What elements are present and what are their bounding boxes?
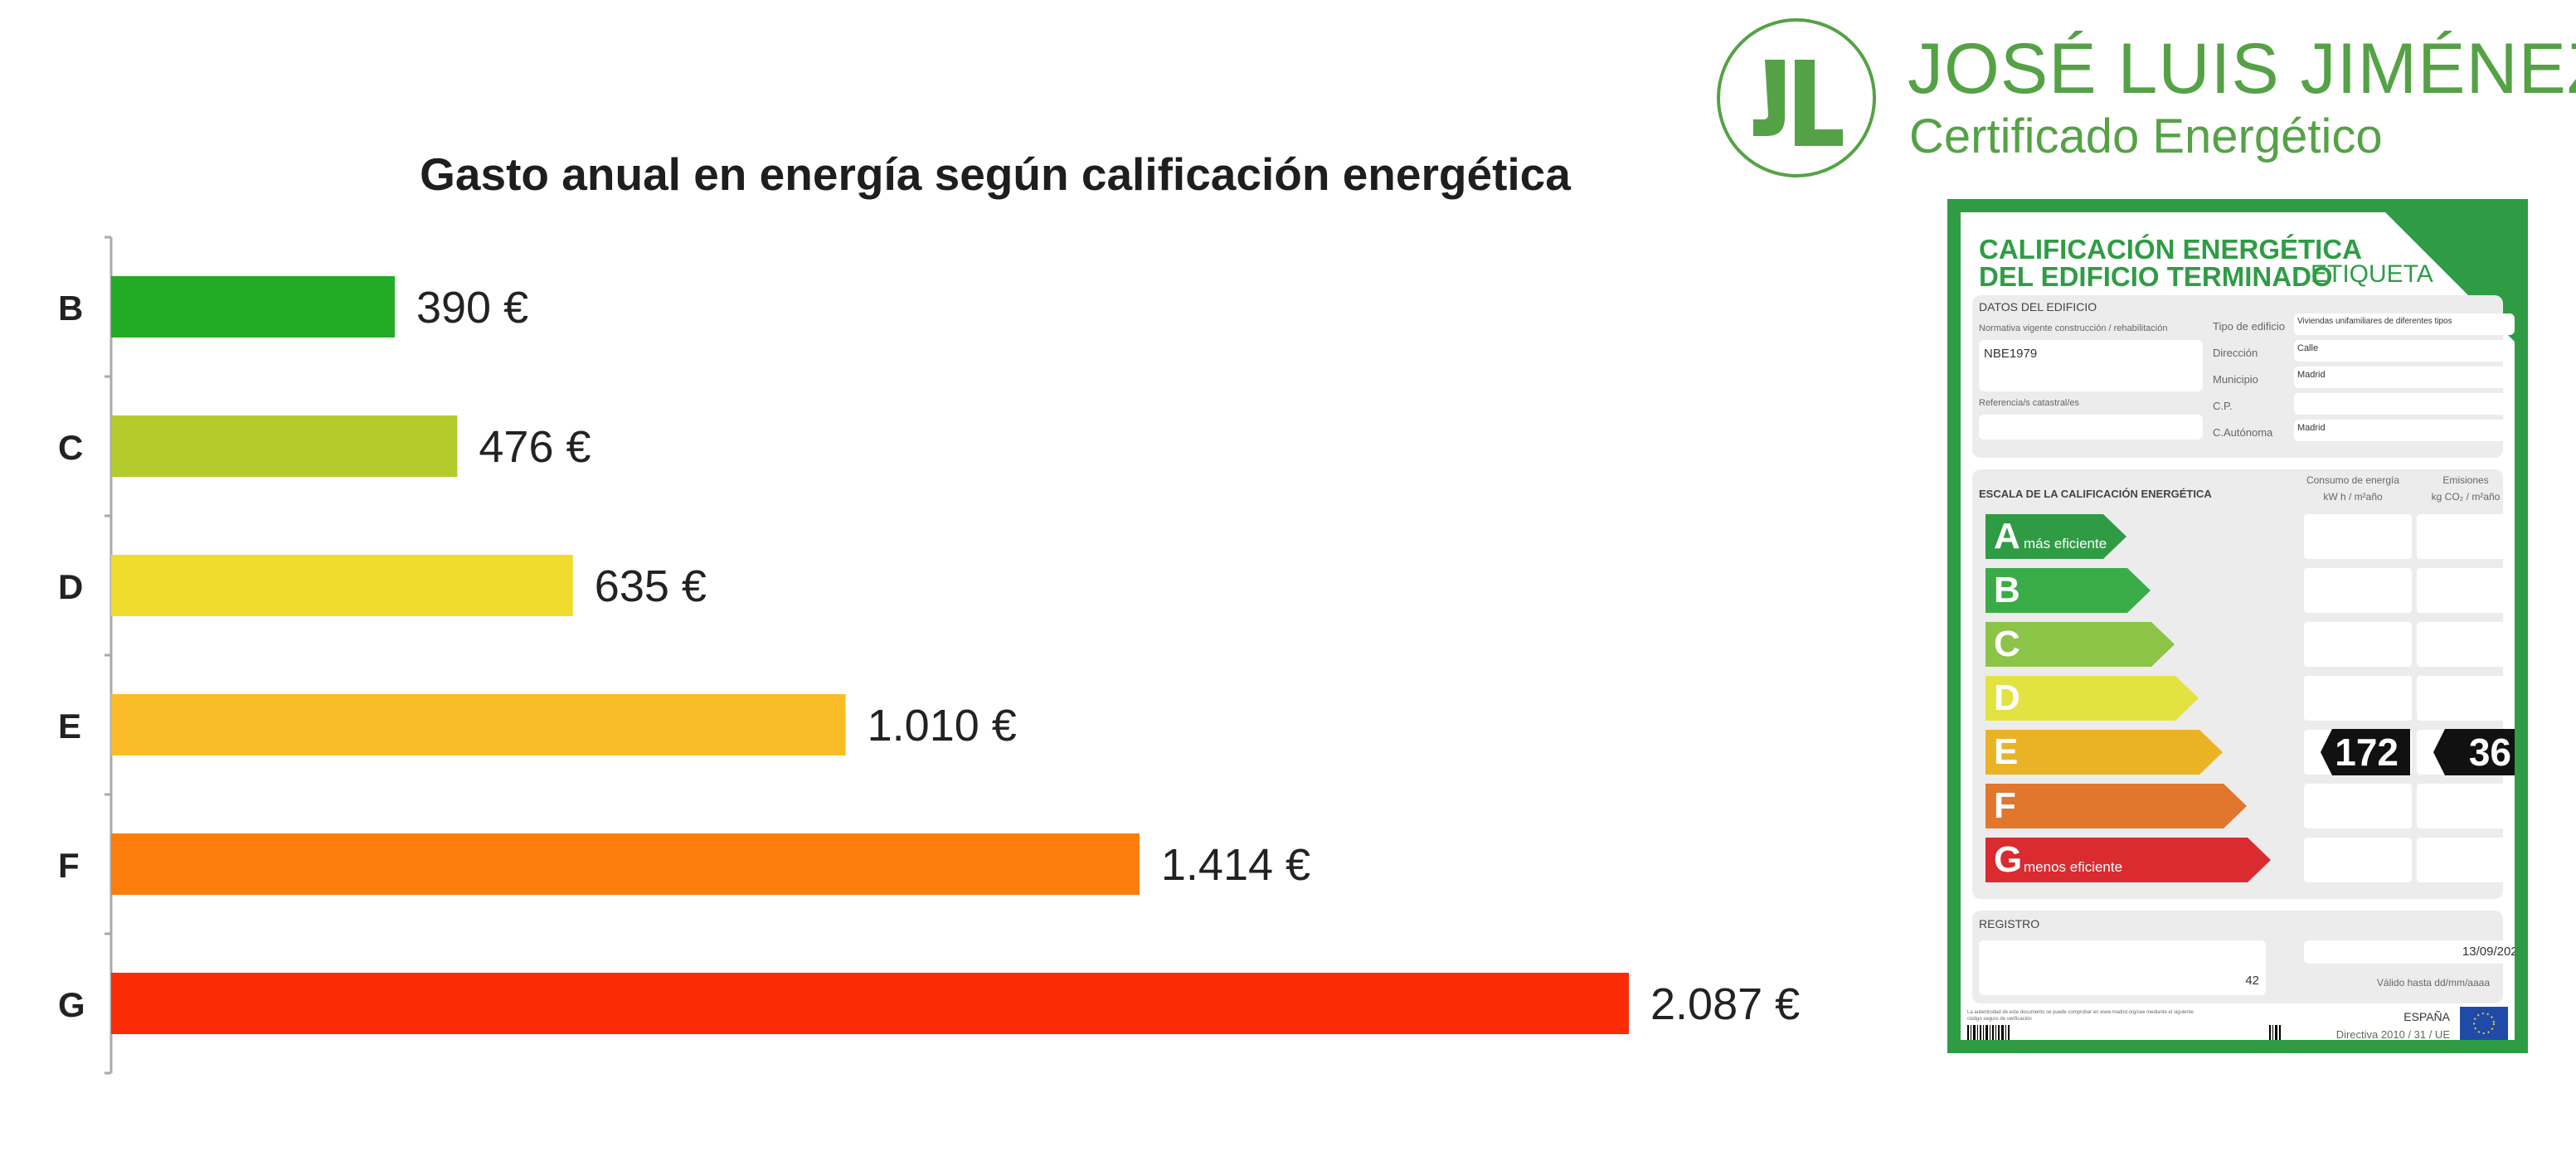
bar-G	[111, 973, 1629, 1034]
municipio-label: Municipio	[2213, 373, 2258, 386]
direccion-label: Dirección	[2213, 347, 2258, 359]
bar-C	[111, 415, 458, 477]
company-logo: JOSÉ LUIS JIMÉNEZ Certificado Energético	[1715, 17, 2576, 179]
category-label-B: B	[58, 289, 83, 328]
escala-title: ESCALA DE LA CALIFICACIÓN ENERGÉTICA	[1979, 488, 2212, 500]
class-sub-A: más eficiente	[2024, 536, 2107, 551]
normativa-label: Normativa vigente construcción / rehabil…	[1979, 323, 2168, 333]
emisiones-header-2: kg CO₂ / m²año	[2431, 491, 2501, 503]
barcode-small-icon	[2269, 1025, 2281, 1040]
class-letter-F: F	[1994, 785, 2016, 826]
emisiones-cell-F	[2417, 784, 2515, 828]
class-letter-G: G	[1994, 839, 2023, 880]
fecha-value: 13/09/2023	[2462, 945, 2515, 959]
consumo-cell-C	[2304, 622, 2412, 667]
consumo-cell-G	[2304, 838, 2412, 882]
valido-text: Válido hasta dd/mm/aaaa	[2376, 977, 2490, 989]
class-letter-D: D	[1994, 678, 2020, 718]
emisiones-cell-B	[2417, 568, 2515, 613]
consumo-value-badge: 172	[2321, 729, 2410, 775]
bar-B	[111, 276, 395, 338]
pais-text: ESPAÑA	[2403, 1010, 2450, 1023]
consumo-header-2: kW h / m²año	[2323, 491, 2383, 503]
emisiones-cell-G	[2417, 838, 2515, 882]
class-arrow-F: F	[1985, 784, 2247, 828]
value-label-F: 1.414 €	[1161, 840, 1310, 890]
category-label-C: C	[58, 428, 83, 467]
value-label-B: 390 €	[416, 283, 528, 333]
consumo-cell-B	[2304, 568, 2412, 613]
consumo-cell-F	[2304, 784, 2412, 828]
emisiones-cell-D	[2417, 676, 2515, 721]
referencias-label: Referencia/s catastral/es	[1979, 398, 2080, 408]
bar-F	[111, 833, 1140, 895]
emisiones-header-1: Emisiones	[2442, 474, 2489, 486]
municipio-value: Madrid	[2297, 370, 2326, 380]
category-label-D: D	[58, 567, 83, 606]
municipio-field: Madrid	[2294, 367, 2515, 388]
class-letter-A: A	[1994, 516, 2020, 556]
registro-field: 42	[1979, 940, 2266, 995]
direccion-field: Calle	[2294, 340, 2515, 362]
bar-E	[111, 694, 846, 755]
tipo-label: Tipo de edificio	[2213, 320, 2285, 333]
value-label-D: 635 €	[595, 561, 707, 611]
tipo-value: Viviendas unifamiliares de diferentes ti…	[2297, 317, 2452, 326]
class-letter-C: C	[1994, 624, 2020, 664]
class-arrow-D: D	[1985, 676, 2199, 721]
category-label-F: F	[58, 846, 80, 885]
registro-title: REGISTRO	[1979, 917, 2040, 930]
registro-panel: REGISTRO 42 13/09/2023 Válido hasta dd/m…	[1972, 911, 2515, 1003]
label-title: CALIFICACIÓN ENERGÉTICA DEL EDIFICIO TER…	[1979, 236, 2362, 290]
class-letter-B: B	[1994, 570, 2020, 610]
category-label-G: G	[58, 985, 85, 1024]
consumo-cell-A	[2304, 514, 2412, 559]
value-label-G: 2.087 €	[1650, 979, 1800, 1029]
registro-value: 42	[2245, 974, 2259, 988]
autonomia-field: Madrid	[2294, 420, 2515, 441]
jl-logo-icon	[1717, 18, 1876, 177]
emisiones-value-badge: 36	[2433, 729, 2515, 775]
label-title-line2: DEL EDIFICIO TERMINADO	[1979, 261, 2333, 292]
consumo-header-1: Consumo de energía	[2306, 474, 2400, 486]
normativa-field: NBE1979	[1979, 340, 2203, 391]
fecha-field: 13/09/2023	[2304, 940, 2515, 964]
cp-field	[2294, 393, 2515, 415]
direccion-value: Calle	[2297, 343, 2319, 353]
barcode-icon	[1967, 1025, 2010, 1040]
cp-label: C.P.	[2213, 400, 2233, 412]
bar-chart: B 390 € C 476 € D 635 € E 1.010 € F 1.414 € G 2.087…	[58, 236, 1800, 1075]
value-label-C: 476 €	[479, 422, 591, 472]
autonomia-label: C.Autónoma	[2213, 426, 2273, 439]
class-sub-G: menos eficiente	[2024, 859, 2123, 875]
category-label-E: E	[58, 707, 81, 746]
datos-panel: DATOS DEL EDIFICIO Normativa vigente con…	[1972, 295, 2515, 458]
eu-flag-icon	[2460, 1007, 2508, 1040]
escala-panel: ESCALA DE LA CALIFICACIÓN ENERGÉTICA Con…	[1972, 469, 2515, 899]
label-title-line1: CALIFICACIÓN ENERGÉTICA	[1979, 234, 2362, 265]
label-tag: ETIQUETA	[2311, 260, 2433, 288]
emisiones-cell-A	[2417, 514, 2515, 559]
datos-title: DATOS DEL EDIFICIO	[1979, 300, 2097, 313]
referencias-field	[1979, 415, 2203, 440]
tipo-field: Viviendas unifamiliares de diferentes ti…	[2294, 313, 2515, 335]
directiva-text: Directiva 2010 / 31 / UE	[2335, 1028, 2450, 1040]
consumo-cell-D	[2304, 676, 2412, 721]
class-letter-E: E	[1994, 731, 2019, 772]
logo-subtitle: Certificado Energético	[1909, 109, 2383, 163]
chart-title: Gasto anual en energía según calificació…	[420, 148, 1571, 200]
energy-certificate-label: CALIFICACIÓN ENERGÉTICA DEL EDIFICIO TER…	[1947, 199, 2528, 1053]
value-label-E: 1.010 €	[868, 701, 1017, 751]
normativa-value: NBE1979	[1984, 347, 2038, 361]
bar-D	[111, 555, 573, 616]
class-arrow-E: E	[1985, 730, 2223, 775]
class-arrow-C: C	[1985, 622, 2175, 667]
emisiones-cell-C	[2417, 622, 2515, 667]
logo-name: JOSÉ LUIS JIMÉNEZ	[1908, 29, 2576, 109]
autonomia-value: Madrid	[2297, 423, 2326, 433]
class-arrow-B: B	[1985, 568, 2151, 613]
autenticidad-text: La autenticidad de este documento se pue…	[1967, 1010, 2194, 1022]
